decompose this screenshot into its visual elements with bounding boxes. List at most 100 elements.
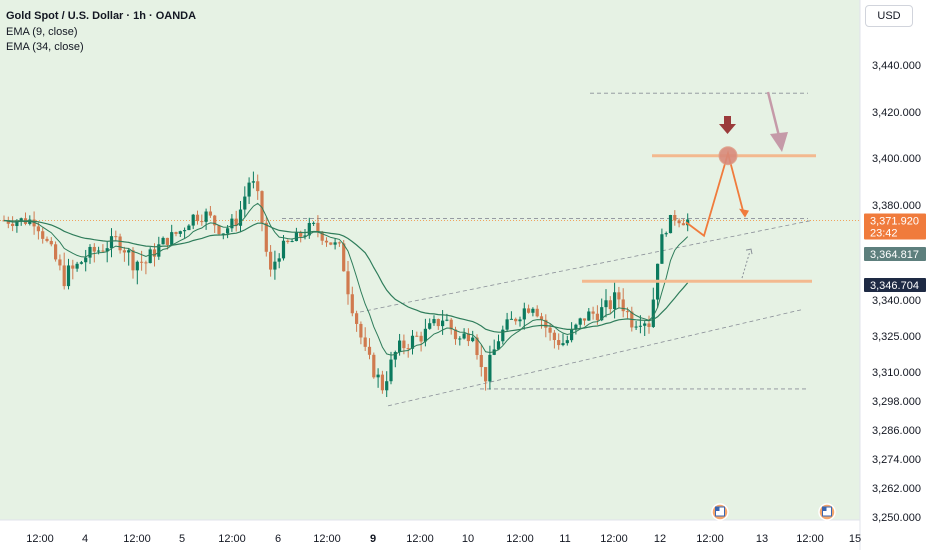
candle-body [600, 307, 604, 321]
candle-body [621, 299, 625, 312]
candle-body [565, 340, 569, 344]
flag-icon [822, 506, 832, 517]
candle-body [651, 299, 655, 327]
candle-body [148, 249, 152, 264]
candle-body [312, 222, 316, 224]
candle-body [686, 219, 690, 226]
candle-body [286, 240, 290, 242]
ema34-badge-text: 3,346.704 [870, 280, 919, 292]
candle-body [419, 335, 423, 342]
time-tick-label: 12:00 [26, 533, 54, 545]
candle-body [466, 333, 470, 342]
currency-button[interactable]: USD [865, 5, 913, 27]
candle-body [625, 311, 630, 313]
symbol-title[interactable]: Gold Spot / U.S. Dollar · 1h · OANDA [6, 10, 197, 22]
candle-body [234, 218, 238, 226]
candle-body [329, 242, 333, 245]
candle-body [213, 215, 217, 226]
candle-body [19, 218, 23, 222]
candle-body [174, 232, 178, 234]
candle-body [389, 359, 393, 382]
ema-fast-legend[interactable]: EMA (9, close) [6, 26, 78, 38]
candle-body [372, 354, 376, 378]
candle-body [187, 225, 191, 231]
candle-body [591, 311, 595, 314]
candle-body [135, 261, 139, 271]
candle-body [552, 332, 556, 341]
candle-body [200, 221, 204, 223]
candle-body [664, 233, 668, 235]
candle-body [6, 220, 10, 224]
candle-body [359, 323, 363, 338]
candle-body [290, 241, 294, 243]
candle-body [423, 328, 427, 342]
time-tick-label: 4 [82, 533, 88, 545]
candle-body [346, 271, 350, 295]
candle-body [471, 337, 475, 342]
time-tick-label: 5 [179, 533, 185, 545]
candle-body [140, 261, 144, 263]
candle-body [316, 222, 320, 233]
price-tick-label: 3,440.000 [872, 60, 921, 72]
time-tick-label: 12:00 [123, 533, 151, 545]
candle-body [496, 341, 501, 350]
grey-arrow-shaft [766, 91, 782, 141]
candle-body [183, 230, 187, 232]
candle-body [479, 355, 483, 368]
ema9-badge [864, 247, 926, 261]
ema9-badge-text: 3,364.817 [870, 249, 919, 261]
time-tick-label: 12:00 [600, 533, 628, 545]
price-tick-label: 3,340.000 [872, 295, 921, 307]
price-tick-label: 3,380.000 [872, 200, 921, 212]
candle-body [247, 182, 251, 197]
candle-body [488, 354, 492, 382]
candle-body [643, 323, 647, 326]
price-tick-label: 3,400.000 [872, 153, 921, 165]
candle-body [531, 308, 535, 313]
candle-body [114, 236, 118, 238]
candle-body [58, 259, 62, 266]
candle-body [161, 237, 165, 245]
candle-body [415, 335, 419, 337]
price-tick-label: 3,274.000 [872, 454, 921, 466]
candle-body [131, 250, 135, 271]
candle-body [638, 325, 642, 327]
candle-body [570, 329, 574, 341]
candle-body [604, 300, 608, 308]
candle-body [230, 218, 234, 229]
candle-body [527, 308, 531, 313]
candle-body [92, 246, 96, 252]
candle-body [518, 319, 522, 322]
plot-area[interactable] [0, 0, 860, 520]
time-tick-label: 6 [275, 533, 281, 545]
down-arrow-icon [724, 116, 731, 124]
candle-body [578, 318, 582, 325]
candle-body [118, 236, 122, 251]
candle-body [221, 233, 225, 235]
candle-body [634, 326, 638, 328]
ema-slow-legend[interactable]: EMA (34, close) [6, 41, 84, 53]
target-circle [718, 146, 738, 166]
candle-body [165, 237, 169, 245]
candle-body [15, 221, 19, 227]
candle-body [668, 215, 673, 234]
channel-upper-line [359, 219, 813, 313]
candle-body [157, 244, 161, 257]
time-tick-label: 10 [462, 533, 474, 545]
candle-body [398, 340, 402, 353]
time-tick-label: 13 [756, 533, 768, 545]
candle-body [544, 319, 548, 328]
channel-lower-line [387, 309, 803, 407]
candle-body [144, 262, 148, 264]
candle-body [647, 323, 651, 327]
candle-body [281, 240, 286, 259]
flag-icon [715, 506, 725, 517]
candle-body [677, 220, 681, 224]
candle-body [505, 319, 509, 330]
candle-body [66, 265, 71, 287]
candle-body [251, 181, 255, 183]
candle-body [458, 338, 462, 340]
time-tick-label: 11 [559, 533, 570, 545]
candle-body [208, 211, 212, 216]
